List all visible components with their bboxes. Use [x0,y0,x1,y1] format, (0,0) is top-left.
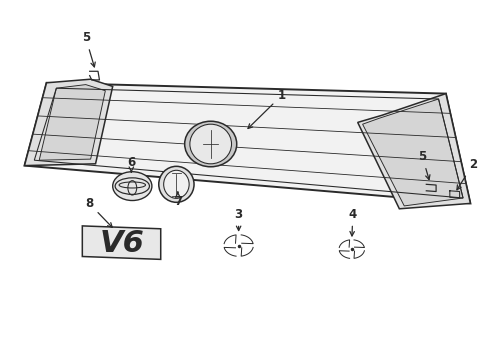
Text: 7: 7 [174,192,182,208]
Polygon shape [24,79,113,166]
Text: 2: 2 [457,158,477,190]
Polygon shape [24,83,470,203]
Text: 1: 1 [248,89,286,129]
Text: 3: 3 [235,208,243,230]
Text: 6: 6 [127,156,135,172]
Polygon shape [358,94,470,209]
Polygon shape [363,99,463,206]
Ellipse shape [190,124,232,164]
Polygon shape [39,85,105,160]
Text: V6: V6 [100,229,145,257]
Circle shape [113,172,152,201]
Text: 4: 4 [349,208,357,236]
Ellipse shape [164,170,189,198]
Text: 5: 5 [418,150,430,180]
Polygon shape [82,226,161,259]
Text: 5: 5 [82,31,95,67]
Ellipse shape [159,166,194,202]
Ellipse shape [185,121,237,167]
Text: 8: 8 [85,197,112,228]
